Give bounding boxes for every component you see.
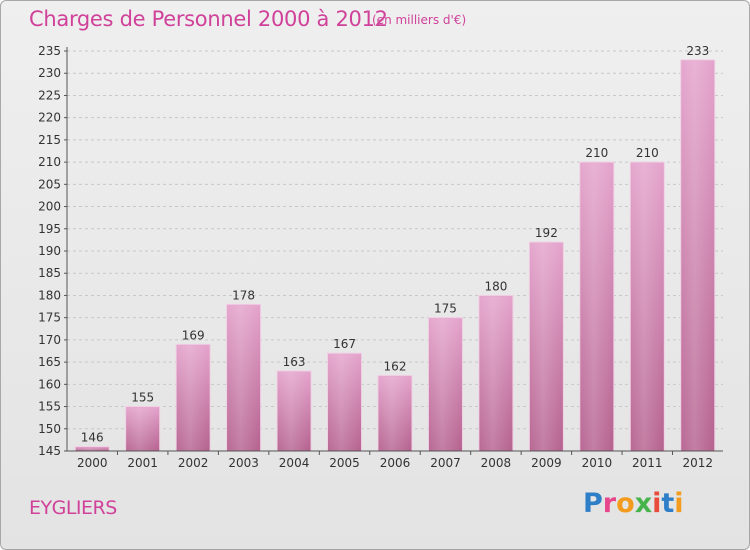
y-tick-label: 195 (38, 222, 61, 236)
y-tick-label: 155 (38, 400, 61, 414)
bar-shine (379, 376, 411, 451)
bar-shine (429, 318, 462, 451)
logo-letter: P (583, 488, 603, 519)
bar-shine (479, 296, 512, 451)
bar-shine (530, 243, 563, 451)
value-label: 163 (283, 355, 306, 369)
x-tick-labels: 2000 2001 2002 2003 2004 2005 2006 2007 2008 2009… (77, 456, 713, 470)
y-tick-label: 175 (38, 311, 61, 325)
commune-name: EYGLIERS (29, 497, 117, 519)
x-tick-label: 2000 (77, 456, 108, 470)
value-label: 178 (232, 288, 255, 302)
value-label: 175 (434, 302, 457, 316)
bar-shine (278, 372, 311, 451)
axes (66, 47, 723, 455)
x-tick-label: 2006 (380, 456, 411, 470)
y-tick-label: 160 (38, 377, 61, 391)
logo-letter: i (652, 488, 662, 519)
x-tick-label: 2009 (531, 456, 562, 470)
y-tick-label: 220 (38, 111, 61, 125)
value-label: 233 (686, 44, 709, 58)
value-label: 210 (636, 146, 659, 160)
value-label: 146 (81, 431, 104, 445)
chart-subtitle: (en milliers d'€) (372, 13, 467, 27)
bar-shine (580, 163, 613, 451)
value-label: 167 (333, 337, 356, 351)
bars (74, 59, 716, 452)
bar-shine (177, 345, 210, 451)
bar-shine (681, 60, 714, 452)
chart-title: Charges de Personnel 2000 à 2012 (29, 7, 388, 31)
x-tick-label: 2003 (228, 456, 259, 470)
y-tick-label: 215 (38, 133, 61, 147)
proxiti-logo[interactable]: Proxiti (583, 488, 684, 519)
logo-letter: x (634, 488, 653, 519)
bar-shine (76, 447, 109, 451)
logo-letter: i (674, 488, 684, 519)
bar-shine (126, 407, 159, 451)
bar-shine (227, 305, 260, 451)
x-tick-label: 2010 (582, 456, 613, 470)
x-tick-label: 2008 (481, 456, 512, 470)
y-tick-label: 165 (38, 355, 61, 369)
bar-shine (328, 354, 361, 451)
y-tick-label: 225 (38, 88, 61, 102)
x-tick-label: 2002 (178, 456, 209, 470)
x-tick-label: 2012 (682, 456, 713, 470)
x-tick-label: 2011 (632, 456, 663, 470)
value-labels: 146 155 169 178 163 167 162 175 180 192 210 210 233 (81, 44, 709, 445)
logo-letter: r (602, 488, 617, 519)
value-label: 162 (384, 359, 407, 373)
value-label: 180 (484, 279, 507, 293)
logo-letter: t (661, 488, 675, 519)
y-tick-label: 150 (38, 422, 61, 436)
y-tick-label: 230 (38, 66, 61, 80)
y-tick-label: 235 (38, 44, 61, 58)
y-tick-labels: 145 150 155 160 165 170 175 180 185 190 195 200 205 2… (38, 44, 61, 458)
value-label: 210 (585, 146, 608, 160)
x-tick-label: 2005 (329, 456, 360, 470)
y-tick-label: 145 (38, 444, 61, 458)
value-label: 192 (535, 226, 558, 240)
bar-shine (631, 163, 664, 451)
y-tick-label: 185 (38, 266, 61, 280)
value-label: 169 (182, 328, 205, 342)
y-tick-label: 190 (38, 244, 61, 258)
value-label: 155 (131, 391, 154, 405)
x-tick-label: 2001 (127, 456, 158, 470)
y-tick-label: 200 (38, 200, 61, 214)
y-tick-label: 170 (38, 333, 61, 347)
x-tick-label: 2004 (279, 456, 310, 470)
y-tick-label: 210 (38, 155, 61, 169)
logo-letter: o (616, 488, 635, 519)
y-tick-label: 205 (38, 177, 61, 191)
y-tick-label: 180 (38, 288, 61, 302)
x-tick-label: 2007 (430, 456, 461, 470)
